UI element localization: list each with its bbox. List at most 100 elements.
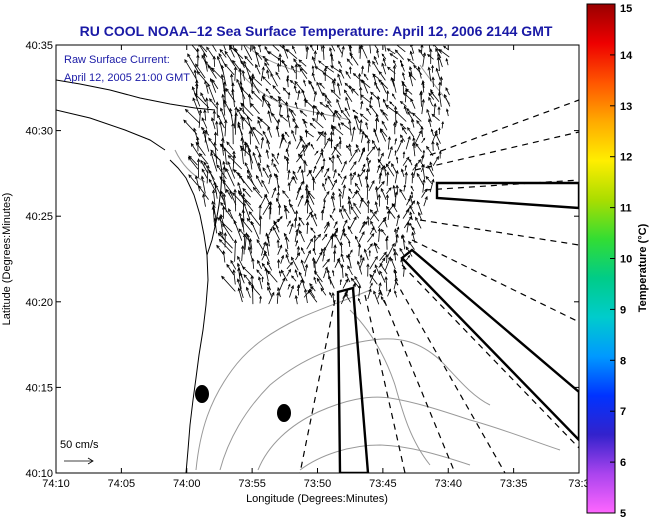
current-vector-head <box>217 232 222 237</box>
current-vector <box>248 246 253 261</box>
current-vector-head <box>201 117 205 122</box>
current-vector <box>267 287 273 298</box>
current-vector-head <box>393 248 397 252</box>
current-vector <box>255 52 263 60</box>
current-vector-head <box>286 76 290 81</box>
current-vector-head <box>258 153 262 158</box>
current-vector-head <box>243 141 248 146</box>
current-vector <box>432 156 439 167</box>
current-vector-head <box>369 273 373 278</box>
current-vector-head <box>313 259 317 264</box>
y-tick-label: 40:30 <box>25 126 53 138</box>
current-vector <box>240 218 253 233</box>
current-vector-head <box>258 204 262 209</box>
corridor-outlines <box>336 181 579 473</box>
current-vector <box>273 220 280 233</box>
current-vector <box>380 128 388 137</box>
current-vector-head <box>273 187 277 191</box>
current-vector-head <box>187 53 191 58</box>
current-vector-head <box>200 126 205 131</box>
current-vector-head <box>427 66 431 71</box>
current-vector <box>185 109 201 124</box>
current-vector <box>389 53 399 60</box>
current-vector <box>394 170 398 184</box>
current-vector-head <box>344 219 348 224</box>
current-vector-head <box>193 92 198 97</box>
current-vector-head <box>401 126 405 131</box>
current-vector-head <box>272 226 277 231</box>
current-vector <box>401 169 405 178</box>
current-vector-head <box>296 252 301 256</box>
current-vector-head <box>303 159 307 164</box>
current-vector-head <box>299 135 303 140</box>
current-vector <box>333 113 335 123</box>
current-vector-head <box>330 195 335 200</box>
current-vector <box>297 90 300 100</box>
current-vector <box>307 192 315 205</box>
current-vector-head <box>399 100 404 105</box>
current-vector-head <box>402 151 406 155</box>
current-vector <box>337 45 343 54</box>
current-vector-head <box>208 169 212 174</box>
current-vector <box>366 157 370 172</box>
current-vector-head <box>357 284 362 289</box>
current-vector <box>188 174 198 186</box>
current-vector <box>277 287 281 298</box>
current-vector <box>224 63 235 76</box>
current-vector-head <box>380 80 384 85</box>
current-vector-head <box>407 111 411 115</box>
current-vector-head <box>383 39 386 42</box>
current-vector <box>391 77 395 87</box>
current-vector <box>237 278 244 299</box>
colorbar-tick-label: 7 <box>620 406 626 418</box>
current-vector <box>402 234 406 250</box>
current-vector <box>433 103 436 117</box>
colorbar-tick-label: 13 <box>620 101 632 113</box>
current-vector-head <box>378 291 381 295</box>
current-vector-head <box>241 209 245 214</box>
current-vector-head <box>361 231 365 235</box>
current-vector <box>278 96 289 107</box>
current-vector <box>312 56 317 68</box>
current-vector-head <box>316 150 319 154</box>
current-vector-head <box>399 247 403 252</box>
current-vector <box>418 212 423 221</box>
current-vector <box>367 216 370 226</box>
current-vector-head <box>324 266 328 271</box>
current-vector <box>394 252 396 261</box>
current-vector-head <box>386 48 391 52</box>
current-vector <box>296 154 303 163</box>
current-vector-head <box>410 171 415 176</box>
current-vector <box>281 270 288 282</box>
current-vector-head <box>395 233 399 238</box>
current-vector-head <box>269 95 274 99</box>
current-vector-head <box>331 269 335 273</box>
current-vector-head <box>303 79 306 83</box>
current-vector <box>378 71 386 81</box>
current-vector-head <box>298 216 302 221</box>
current-vector-head <box>287 140 291 145</box>
current-vector <box>277 245 282 256</box>
current-vector <box>265 268 269 282</box>
current-vector-head <box>310 227 314 231</box>
current-vector <box>258 162 263 177</box>
current-vector-head <box>414 162 418 167</box>
current-vector-head <box>381 53 385 57</box>
current-vector <box>211 79 219 90</box>
current-vector-head <box>292 118 296 122</box>
current-vector-head <box>329 131 334 135</box>
current-vector-head <box>360 100 364 105</box>
current-vector-head <box>347 225 351 230</box>
current-vector <box>373 291 380 305</box>
current-vector-head <box>357 173 361 178</box>
current-vector-head <box>222 223 226 228</box>
current-vector-head <box>285 48 290 53</box>
current-vector <box>357 173 363 187</box>
current-vector <box>207 65 217 79</box>
current-vector-head <box>352 109 356 113</box>
current-vector <box>320 45 323 52</box>
current-vector <box>392 93 396 100</box>
current-vector <box>332 192 335 201</box>
current-vector-head <box>393 251 397 256</box>
current-vector <box>344 89 353 103</box>
